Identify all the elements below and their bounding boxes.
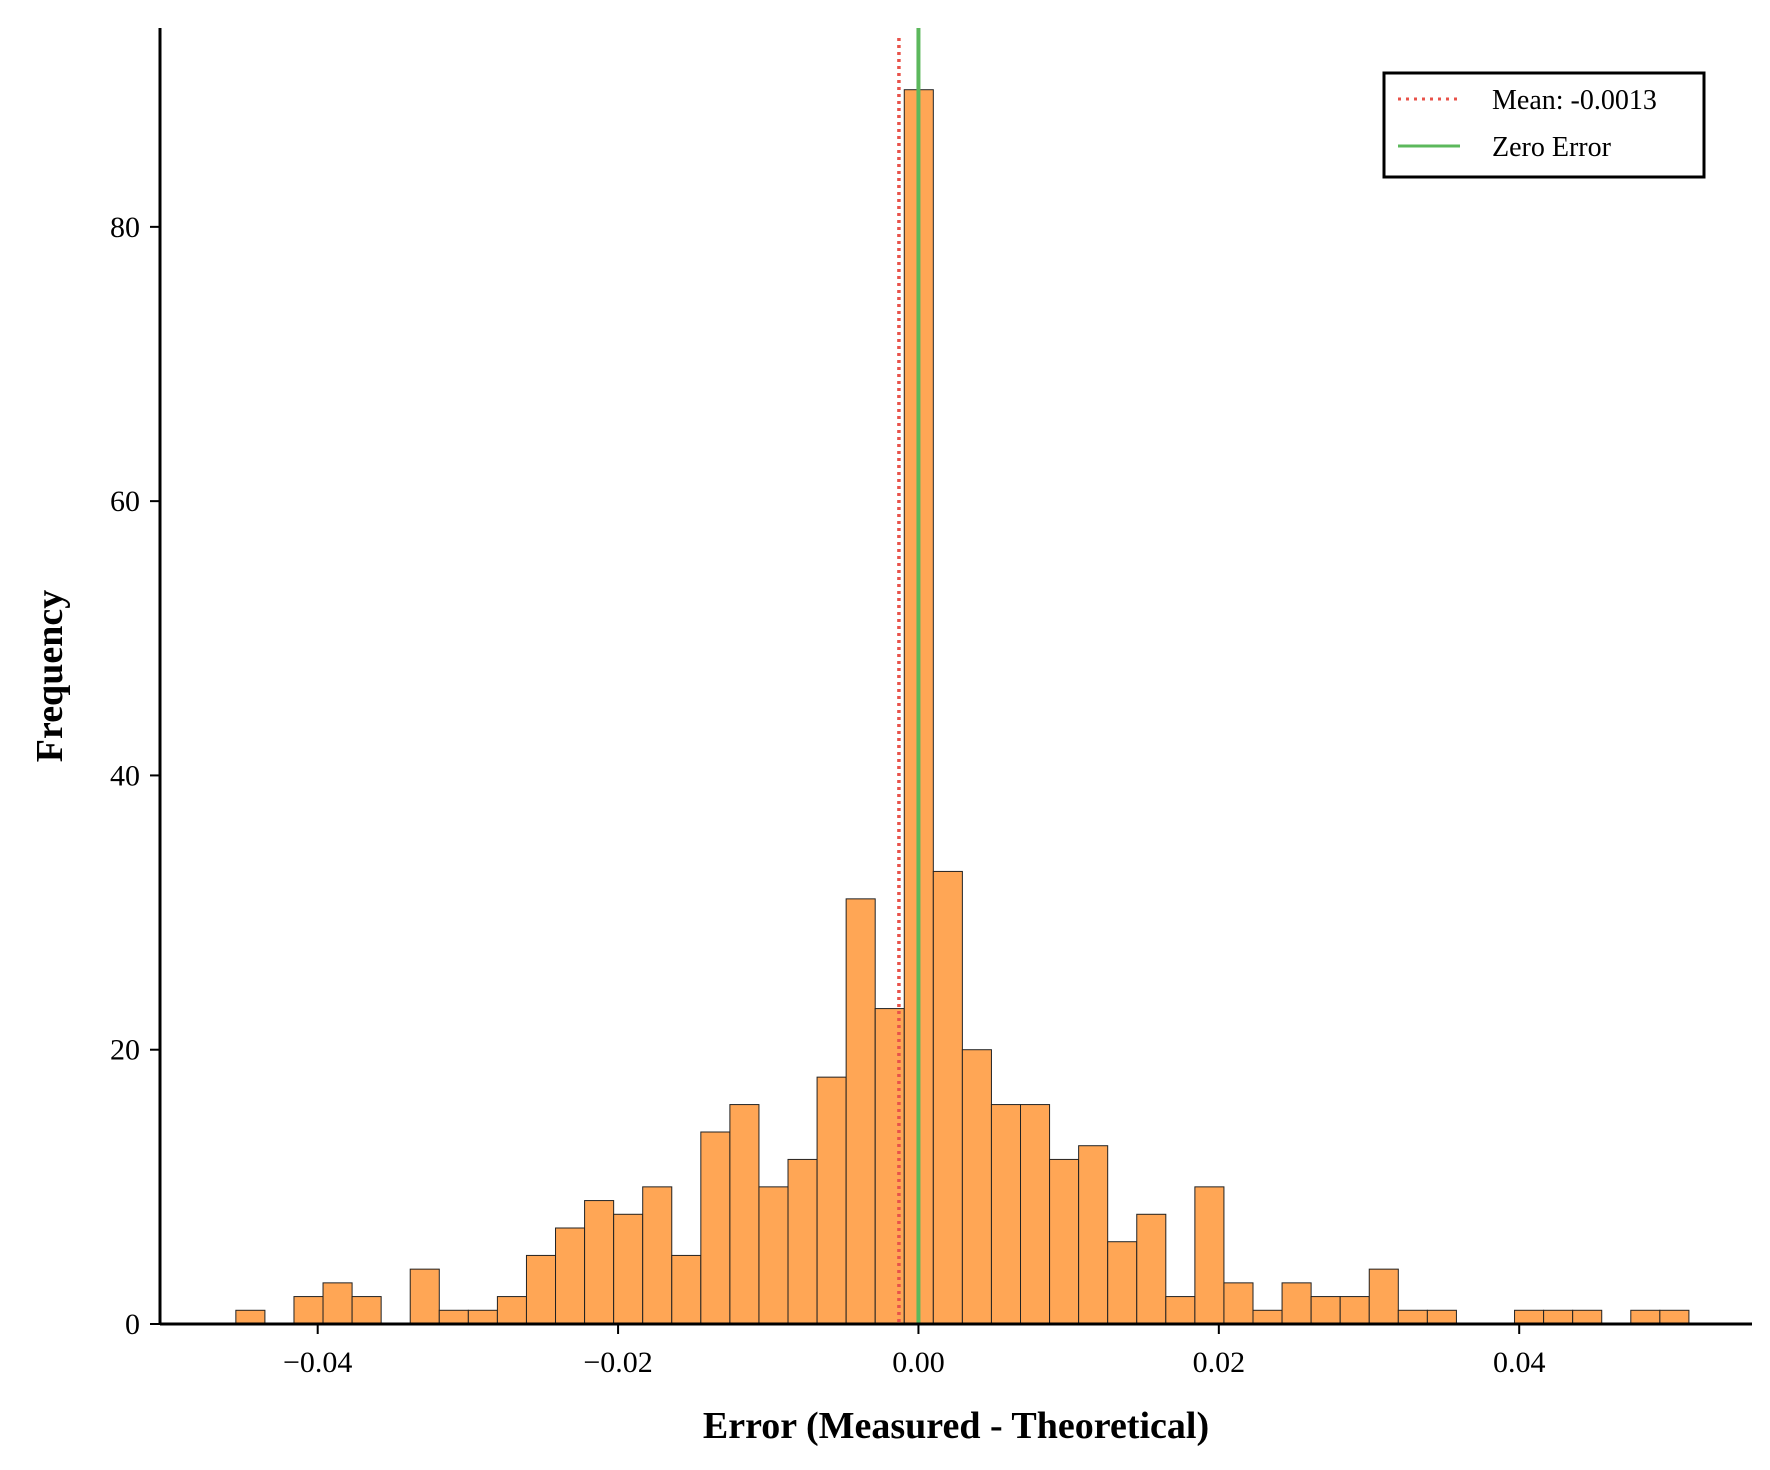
histogram-bar xyxy=(1281,1282,1312,1325)
histogram-bar xyxy=(235,1309,266,1325)
histogram-bar xyxy=(642,1186,673,1325)
histogram-bar xyxy=(845,898,876,1325)
histogram-bar xyxy=(1426,1309,1457,1325)
histogram-bar xyxy=(555,1227,586,1325)
histogram-bar xyxy=(1659,1309,1690,1325)
histogram-bar xyxy=(1165,1296,1196,1325)
histogram-bar xyxy=(438,1309,469,1325)
x-tick-label: −0.04 xyxy=(283,1346,352,1379)
bars-layer xyxy=(235,89,1690,1325)
legend-label-zero: Zero Error xyxy=(1492,132,1612,163)
y-axis-title: Frequency xyxy=(29,590,71,762)
histogram-bar xyxy=(525,1254,557,1325)
histogram-bar xyxy=(584,1200,615,1325)
histogram-bar xyxy=(1368,1268,1399,1325)
x-tick-label: −0.02 xyxy=(583,1346,652,1379)
histogram-bar xyxy=(1252,1309,1283,1325)
histogram-bar xyxy=(961,1049,992,1325)
histogram-bar xyxy=(1630,1309,1661,1325)
histogram-bar xyxy=(671,1254,702,1325)
histogram-bar xyxy=(1194,1186,1225,1325)
histogram-bar xyxy=(1310,1296,1341,1325)
histogram-bar xyxy=(1397,1309,1428,1325)
y-tick-label: 80 xyxy=(110,211,140,244)
y-tick-label: 20 xyxy=(110,1034,140,1067)
y-tick-label: 0 xyxy=(125,1308,140,1341)
histogram-bar xyxy=(758,1186,789,1325)
histogram-bar xyxy=(932,870,963,1325)
axes-layer xyxy=(158,28,1752,1326)
histogram-bar xyxy=(293,1296,324,1325)
histogram-bar xyxy=(496,1296,527,1325)
legend-label-mean: Mean: -0.0013 xyxy=(1492,85,1657,116)
x-tick-label: 0.00 xyxy=(892,1346,945,1379)
histogram-bar xyxy=(1543,1309,1574,1325)
histogram-bar xyxy=(1572,1309,1603,1325)
histogram-bar xyxy=(1049,1158,1080,1325)
x-ticks: −0.04 −0.02 0.00 0.02 0.04 xyxy=(283,1324,1545,1379)
histogram-bar xyxy=(729,1104,760,1325)
histogram-bar xyxy=(1339,1296,1370,1325)
y-tick-label: 60 xyxy=(110,485,140,518)
legend-box xyxy=(1382,71,1706,179)
reference-lines-layer xyxy=(897,28,921,1324)
histogram-bar xyxy=(700,1131,731,1325)
histogram-bar xyxy=(1136,1213,1167,1325)
y-ticks: 0 20 40 60 80 xyxy=(110,211,160,1341)
x-tick-label: 0.02 xyxy=(1193,1346,1246,1379)
histogram-bar xyxy=(1078,1145,1109,1325)
histogram-bar xyxy=(990,1104,1022,1325)
histogram-bar xyxy=(1020,1104,1051,1325)
x-tick-label: 0.04 xyxy=(1493,1346,1546,1379)
histogram-bar xyxy=(409,1268,440,1325)
histogram-bar xyxy=(613,1213,644,1325)
histogram-bar xyxy=(467,1309,498,1325)
histogram-bar xyxy=(351,1296,382,1325)
histogram-bar xyxy=(1514,1309,1545,1325)
histogram-bar xyxy=(816,1076,847,1325)
x-axis-title: Error (Measured - Theoretical) xyxy=(703,1405,1209,1447)
histogram-bar xyxy=(1107,1241,1138,1325)
histogram-bar xyxy=(1223,1282,1254,1325)
legend: Mean: -0.0013 Zero Error xyxy=(1382,71,1706,179)
histogram-bar xyxy=(787,1158,818,1325)
y-tick-label: 40 xyxy=(110,759,140,792)
histogram-bar xyxy=(322,1282,353,1325)
